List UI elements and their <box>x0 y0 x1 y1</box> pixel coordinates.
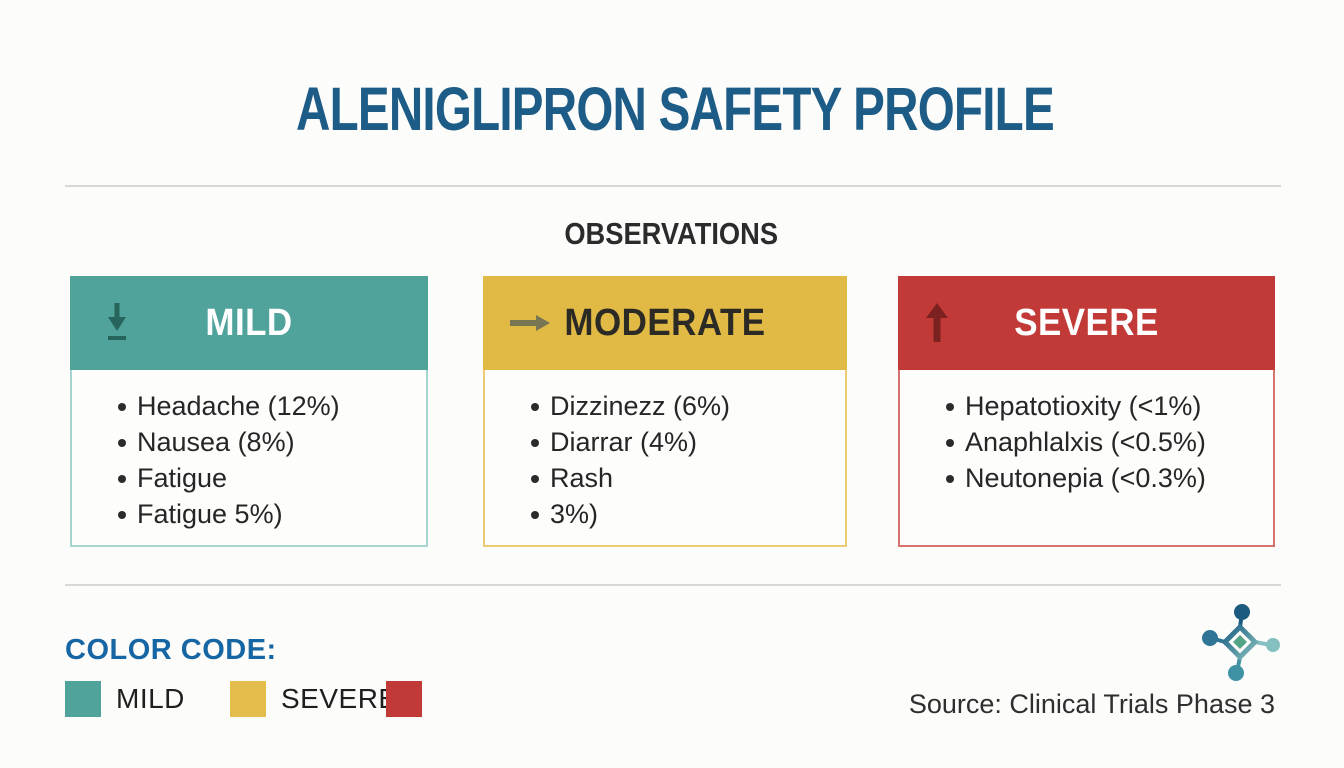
list-item: Nausea (8%) <box>72 424 426 460</box>
mild-card: MILD Headache (12%) Nausea (8%) Fatigue … <box>70 276 428 547</box>
legend-entry-severe: SEVERE <box>230 681 398 717</box>
gold-color-swatch <box>230 681 266 717</box>
moderate-card-header: MODERATE <box>483 276 847 370</box>
right-arrow-icon <box>510 314 550 337</box>
list-item: Headache (12%) <box>72 388 426 424</box>
severe-card-list: Hepatotioxity (<1%) Anaphlalxis (<0.5%) … <box>898 370 1275 547</box>
top-divider <box>65 185 1281 187</box>
observations-heading: OBSERVATIONS <box>564 216 779 251</box>
list-item: Dizzinezz (6%) <box>485 388 845 424</box>
color-code-heading: COLOR CODE: <box>65 634 277 666</box>
list-item: Fatigue 5%) <box>72 496 426 532</box>
severe-card-title: SEVERE <box>1014 302 1159 344</box>
list-item: Rash <box>485 460 845 496</box>
list-item: Hepatotioxity (<1%) <box>900 388 1273 424</box>
bottom-divider <box>65 584 1281 586</box>
mild-card-list: Headache (12%) Nausea (8%) Fatigue Fatig… <box>70 370 428 547</box>
mild-color-swatch <box>65 681 101 717</box>
mild-card-header: MILD <box>70 276 428 370</box>
moderate-card: MODERATE Dizzinezz (6%) Diarrar (4%) Ras… <box>483 276 847 547</box>
up-arrow-icon <box>925 303 949 348</box>
legend-entry-red <box>386 681 437 717</box>
severe-card-header: SEVERE <box>898 276 1275 370</box>
page-title: ALENIGLIPRON SAFETY PROFILE <box>295 75 1055 143</box>
red-color-swatch <box>386 681 422 717</box>
list-item: 3%) <box>485 496 845 532</box>
legend-entry-mild: MILD <box>65 681 185 717</box>
moderate-card-list: Dizzinezz (6%) Diarrar (4%) Rash 3%) <box>483 370 847 547</box>
molecule-icon <box>1196 598 1292 699</box>
mild-card-title: MILD <box>205 302 293 344</box>
legend-label: MILD <box>116 683 185 714</box>
list-item: Anaphlalxis (<0.5%) <box>900 424 1273 460</box>
moderate-card-title: MODERATE <box>564 302 766 344</box>
list-item: Neutonepia (<0.3%) <box>900 460 1273 496</box>
list-item: Diarrar (4%) <box>485 424 845 460</box>
severe-card: SEVERE Hepatotioxity (<1%) Anaphlalxis (… <box>898 276 1275 547</box>
source-text: Source: Clinical Trials Phase 3 <box>908 689 1275 719</box>
legend-label: SEVERE <box>281 683 398 714</box>
download-arrow-icon <box>104 301 130 350</box>
list-item: Fatigue <box>72 460 426 496</box>
